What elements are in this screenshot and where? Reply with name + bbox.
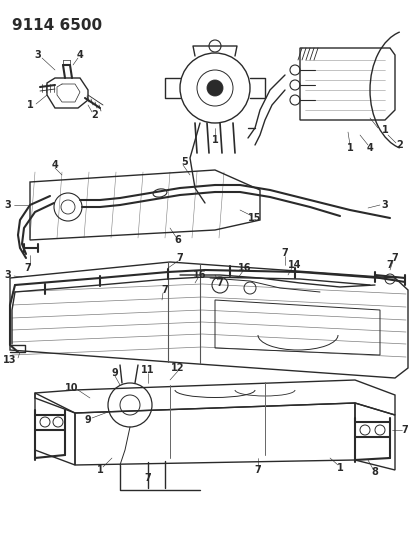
Text: 3: 3 <box>382 200 388 210</box>
Text: 2: 2 <box>92 110 98 120</box>
Text: 6: 6 <box>175 235 181 245</box>
Text: 7: 7 <box>145 473 151 483</box>
Text: 1: 1 <box>27 100 33 110</box>
Text: 7: 7 <box>402 425 409 435</box>
Text: 3: 3 <box>5 270 12 280</box>
Text: 14: 14 <box>288 260 302 270</box>
Text: 16: 16 <box>193 270 207 280</box>
Text: 10: 10 <box>65 383 79 393</box>
Text: 1: 1 <box>337 463 343 473</box>
Text: 7: 7 <box>255 465 261 475</box>
Text: 4: 4 <box>367 143 373 153</box>
Text: 16: 16 <box>238 263 252 273</box>
Text: 4: 4 <box>52 160 58 170</box>
Text: 11: 11 <box>141 365 155 375</box>
Text: 4: 4 <box>76 50 83 60</box>
Text: 1: 1 <box>97 465 104 475</box>
Circle shape <box>207 80 223 96</box>
Text: 7: 7 <box>25 263 31 273</box>
Text: 3: 3 <box>35 50 42 60</box>
Text: 15: 15 <box>248 213 262 223</box>
Text: 9: 9 <box>85 415 91 425</box>
Text: 1: 1 <box>212 135 218 145</box>
Text: 5: 5 <box>182 157 188 167</box>
Text: 7: 7 <box>387 260 393 270</box>
Text: 12: 12 <box>171 363 185 373</box>
Text: 7: 7 <box>217 278 223 288</box>
Text: 3: 3 <box>5 200 12 210</box>
Text: 7: 7 <box>282 248 289 258</box>
Text: 9: 9 <box>112 368 118 378</box>
Text: 9114 6500: 9114 6500 <box>12 18 102 33</box>
Text: 13: 13 <box>3 355 17 365</box>
Text: 2: 2 <box>397 140 403 150</box>
Text: 1: 1 <box>382 125 388 135</box>
Text: 7: 7 <box>392 253 398 263</box>
Text: 7: 7 <box>177 253 183 263</box>
Text: 1: 1 <box>346 143 353 153</box>
Text: 8: 8 <box>372 467 379 477</box>
Text: 7: 7 <box>162 285 169 295</box>
